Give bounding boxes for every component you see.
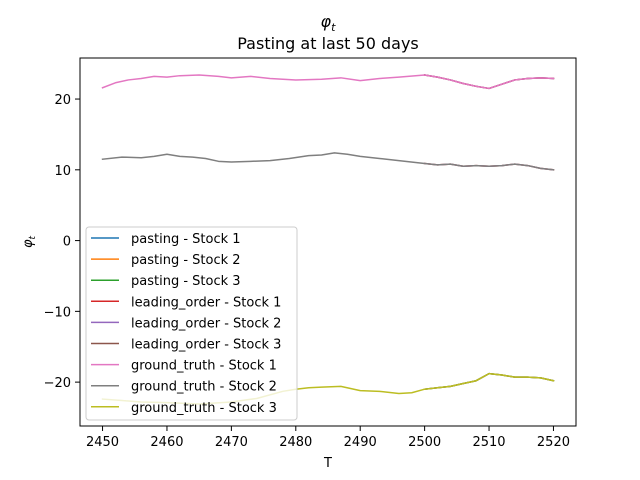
y-tick-label: −20	[44, 376, 71, 391]
x-tick-label: 2490	[344, 435, 377, 450]
title-symbol: φ	[321, 12, 332, 31]
y-axis-label-symbol: φ	[21, 239, 36, 248]
x-tick-label: 2480	[279, 435, 312, 450]
legend-label: leading_order - Stock 1	[131, 295, 281, 310]
svg-text:φt: φt	[321, 12, 337, 34]
series-line-7	[101, 74, 555, 90]
chart-title: φt Pasting at last 50 days	[237, 12, 419, 53]
legend-label: leading_order - Stock 2	[131, 316, 281, 331]
title-subscript: t	[331, 21, 336, 34]
x-tick-label: 2470	[215, 435, 248, 450]
x-tick-label: 2450	[86, 435, 119, 450]
series-line-1	[423, 74, 555, 90]
series-line-4	[423, 74, 555, 90]
legend-label: ground_truth - Stock 2	[131, 380, 277, 395]
plot-frame	[79, 57, 577, 427]
x-axis-label: T	[323, 456, 332, 471]
y-tick-label: −10	[44, 305, 71, 320]
y-axis-label-subscript: t	[28, 235, 38, 239]
legend-label: pasting - Stock 1	[131, 232, 241, 247]
x-tick-label: 2510	[472, 435, 505, 450]
x-tick-label: 2520	[537, 435, 570, 450]
x-tick-label: 2460	[150, 435, 183, 450]
legend-label: ground_truth - Stock 1	[131, 359, 277, 374]
y-tick-label: 20	[54, 93, 71, 108]
legend-label: ground_truth - Stock 3	[131, 401, 277, 416]
legend-label: leading_order - Stock 3	[131, 338, 281, 353]
chart-subtitle: Pasting at last 50 days	[237, 34, 419, 53]
y-axis: −20 −10 0 10 20	[44, 93, 80, 391]
y-axis-label: φt	[21, 235, 38, 248]
series-line-8	[101, 152, 555, 171]
series-layer	[101, 74, 555, 405]
y-tick-label: 10	[54, 164, 71, 179]
y-tick-label: 0	[63, 235, 71, 250]
legend-label: pasting - Stock 2	[131, 253, 241, 268]
legend-label: pasting - Stock 3	[131, 274, 241, 289]
x-tick-label: 2500	[408, 435, 441, 450]
x-axis: 2450 2460 2470 2480 2490 2500 2510 2520	[86, 426, 570, 450]
legend-box	[85, 226, 298, 421]
legend: pasting - Stock 1 pasting - Stock 2 pastin…	[85, 226, 298, 421]
